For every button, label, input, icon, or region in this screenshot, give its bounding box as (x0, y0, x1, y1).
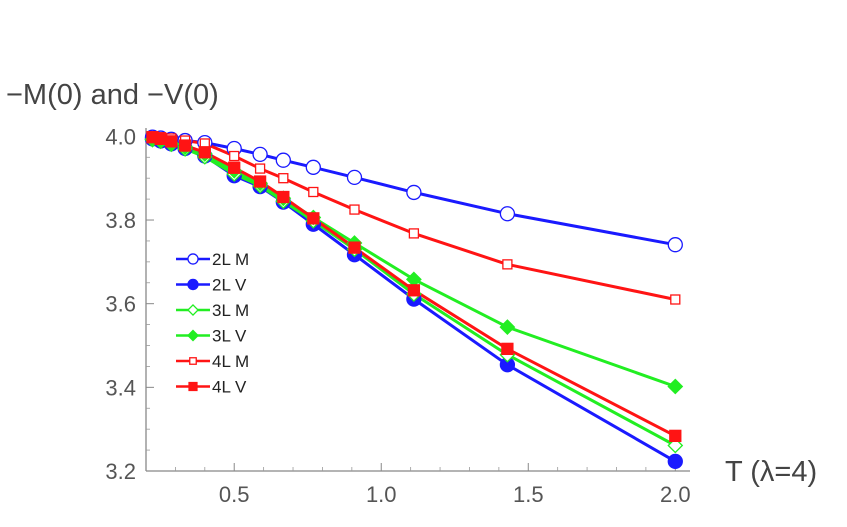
data-point (275, 152, 291, 168)
data-point (499, 206, 516, 222)
data-point (406, 184, 422, 201)
y-tick-label: 4.0 (105, 124, 136, 149)
legend-marker (187, 304, 199, 316)
data-point (228, 161, 241, 174)
data-point (252, 146, 268, 163)
data-point (348, 241, 361, 254)
legend-marker (188, 381, 198, 392)
data-point (198, 146, 211, 159)
legend-marker (187, 253, 199, 265)
legend-label: 4L V (212, 378, 247, 397)
plot-area (144, 129, 684, 470)
legend-marker (187, 329, 199, 342)
legend-marker (187, 278, 199, 291)
data-point (669, 429, 682, 443)
legend-label: 3L M (212, 301, 249, 320)
data-point (667, 237, 683, 253)
data-point (277, 190, 290, 204)
data-point (165, 135, 178, 148)
legend: 2L M 2L V 3L M 3L V 4L M 4L V (171, 242, 269, 448)
data-point (502, 259, 513, 270)
data-point (667, 453, 683, 470)
data-point (229, 150, 240, 162)
data-point (408, 228, 420, 239)
y-tick-label: 3.6 (105, 292, 136, 317)
data-point (499, 319, 516, 336)
data-point (346, 169, 363, 186)
y-axis-title: −M(0) and −V(0) (6, 79, 219, 111)
y-tick-label: 3.4 (105, 375, 136, 400)
data-point (670, 294, 681, 305)
x-tick-label: 1.0 (366, 482, 397, 507)
data-point (154, 132, 167, 146)
data-point (307, 212, 320, 225)
x-tick-label: 0.5 (219, 482, 250, 507)
y-tick-label: 3.8 (105, 208, 136, 233)
y-tick-label: 3.2 (105, 459, 136, 484)
data-point (407, 284, 421, 297)
legend-label: 2L V (212, 276, 247, 295)
data-point (253, 175, 267, 188)
data-point (278, 173, 289, 184)
legend-marker (189, 357, 197, 365)
legend-label: 4L M (212, 352, 249, 371)
data-point (308, 186, 319, 198)
legend-box (171, 242, 269, 448)
data-point (254, 163, 266, 174)
data-point (349, 204, 360, 215)
data-point (305, 159, 321, 175)
x-axis-title: T (λ=4) (725, 456, 817, 488)
data-point (667, 378, 684, 395)
data-point (501, 342, 514, 356)
legend-label: 2L M (212, 250, 249, 269)
x-tick-label: 1.5 (513, 482, 544, 507)
data-point (178, 139, 192, 152)
legend-label: 3L V (212, 327, 247, 346)
x-tick-label: 2.0 (660, 482, 691, 507)
axes: 0.5 1.0 1.5 2.0 3.2 3.4 3.6 3.8 4.0 (105, 124, 690, 507)
